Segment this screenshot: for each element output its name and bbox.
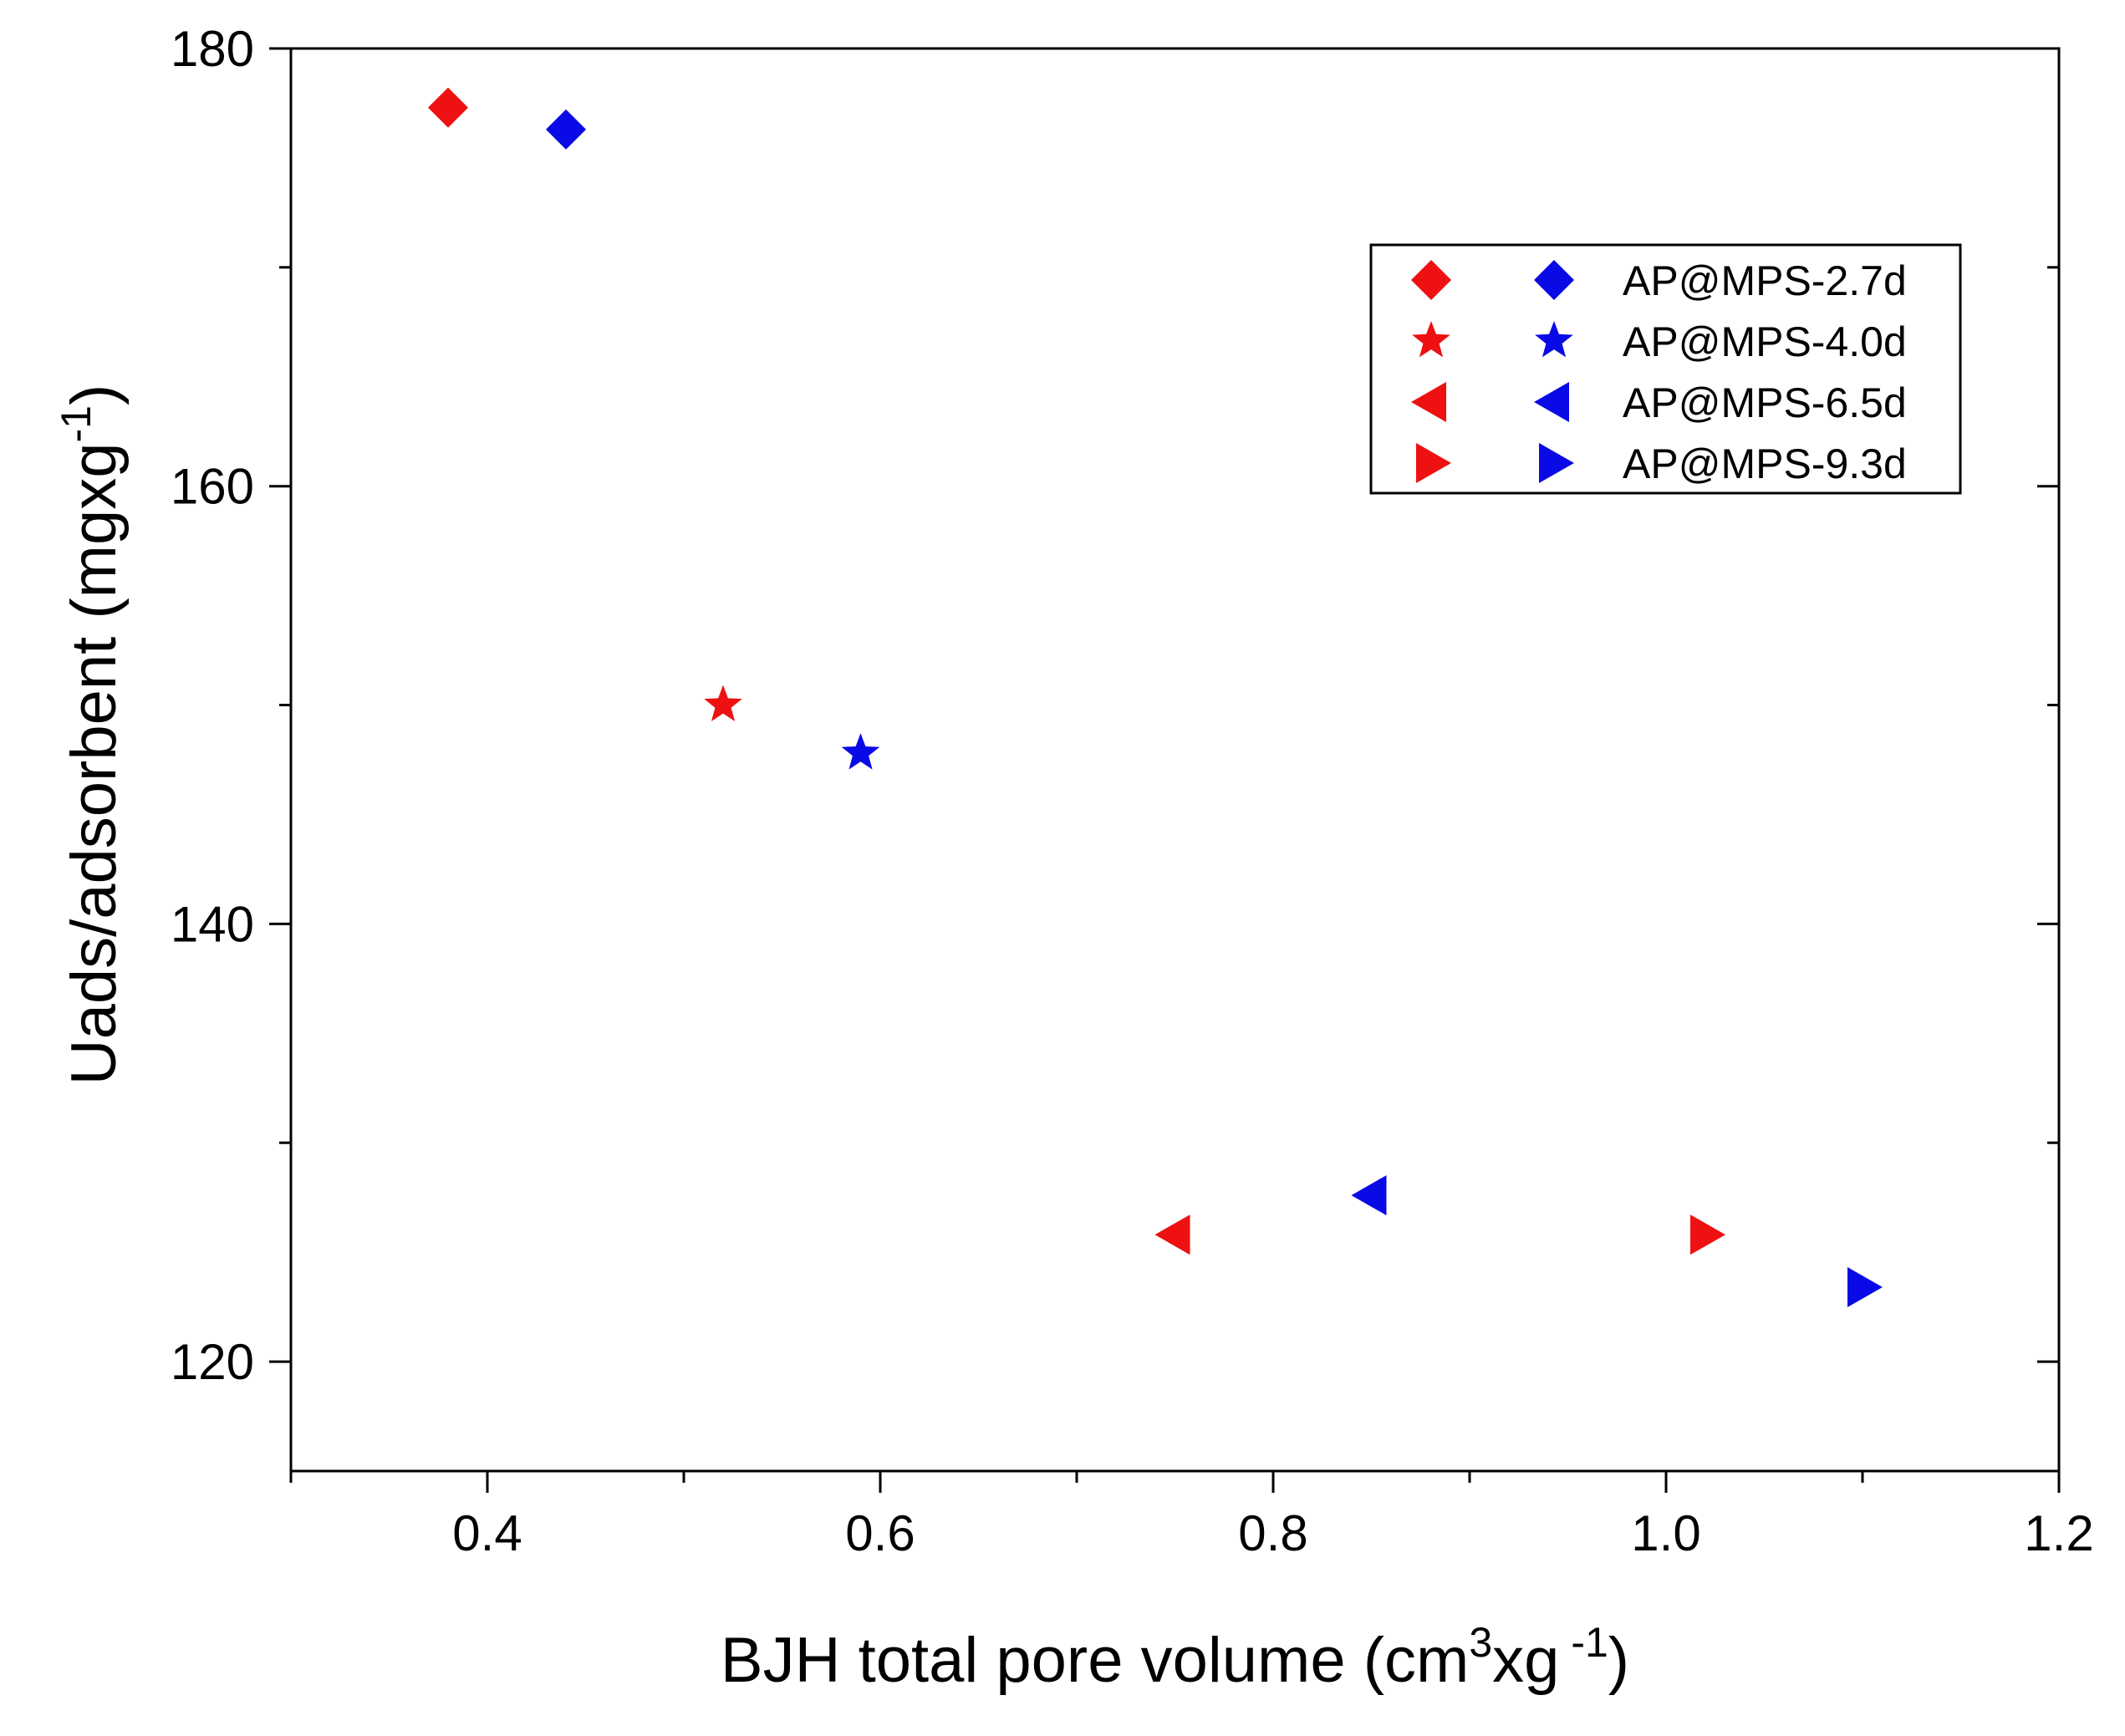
legend-label: AP@MPS-6.5d [1623,379,1907,426]
legend-marker-red [1416,443,1451,483]
x-axis-title-suffix: ) [1608,1625,1629,1696]
legend-marker-blue [1535,321,1573,358]
x-tick-label: 1.0 [1631,1505,1700,1561]
legend-marker-red [1412,321,1450,358]
x-axis-title-middle: xg [1492,1625,1559,1696]
data-point-triangle-right-red [1690,1214,1725,1255]
data-point-triangle-left-blue [1351,1175,1387,1216]
x-tick-label: 0.8 [1238,1505,1307,1561]
x-tick-label: 0.6 [845,1505,915,1561]
data-point-triangle-right-blue [1847,1267,1883,1308]
y-axis-title-prefix: Uads/adsorbent (mgxg [59,442,130,1085]
legend-label: AP@MPS-4.0d [1623,318,1907,365]
y-axis-title-suffix: ) [59,384,130,405]
y-axis-title-superscript: -1 [53,405,99,442]
data-point-diamond-red [428,87,468,128]
data-point-diamond-blue [546,109,586,150]
y-tick-label: 140 [171,896,254,952]
x-axis-title-superscript: 3 [1469,1619,1492,1666]
axis-tick-labels: 0.4 0.6 0.8 1.0 1.2 120 140 160 180 [171,21,2094,1561]
x-axis-title-prefix: BJH total pore volume (cm [721,1625,1469,1696]
x-axis-title-superscript-2: -1 [1559,1619,1608,1666]
legend-box [1369,243,1962,495]
y-tick-label: 120 [171,1334,254,1390]
y-axis-title: Uads/adsorbent (mgxg-1) [53,384,130,1086]
legend-label: AP@MPS-2.7d [1623,257,1907,304]
legend-marker-blue [1534,260,1574,300]
axis-ticks [269,47,2061,1493]
data-point-star-blue [841,733,880,770]
x-tick-label: 0.4 [452,1505,522,1561]
legend-marker-blue [1534,382,1569,422]
legend-marker-red [1411,260,1451,300]
legend-marker-blue [1539,443,1574,483]
legend: AP@MPS-2.7d AP@MPS-4.0d AP@MPS-6.5d AP@MPS-… [1369,243,1962,495]
y-tick-label: 160 [171,459,254,515]
y-tick-label: 180 [171,21,254,77]
legend-label: AP@MPS-9.3d [1623,440,1907,487]
data-points [428,87,1883,1308]
plot-area-frame [289,47,2061,1473]
x-tick-label: 1.2 [2024,1505,2093,1561]
data-point-triangle-left-red [1154,1214,1190,1255]
x-axis-title: BJH total pore volume (cm3xg -1) [721,1619,1629,1696]
legend-entries: AP@MPS-2.7d AP@MPS-4.0d AP@MPS-6.5d AP@MPS-… [1411,257,1907,487]
data-point-star-red [704,685,742,721]
legend-marker-red [1411,382,1446,422]
